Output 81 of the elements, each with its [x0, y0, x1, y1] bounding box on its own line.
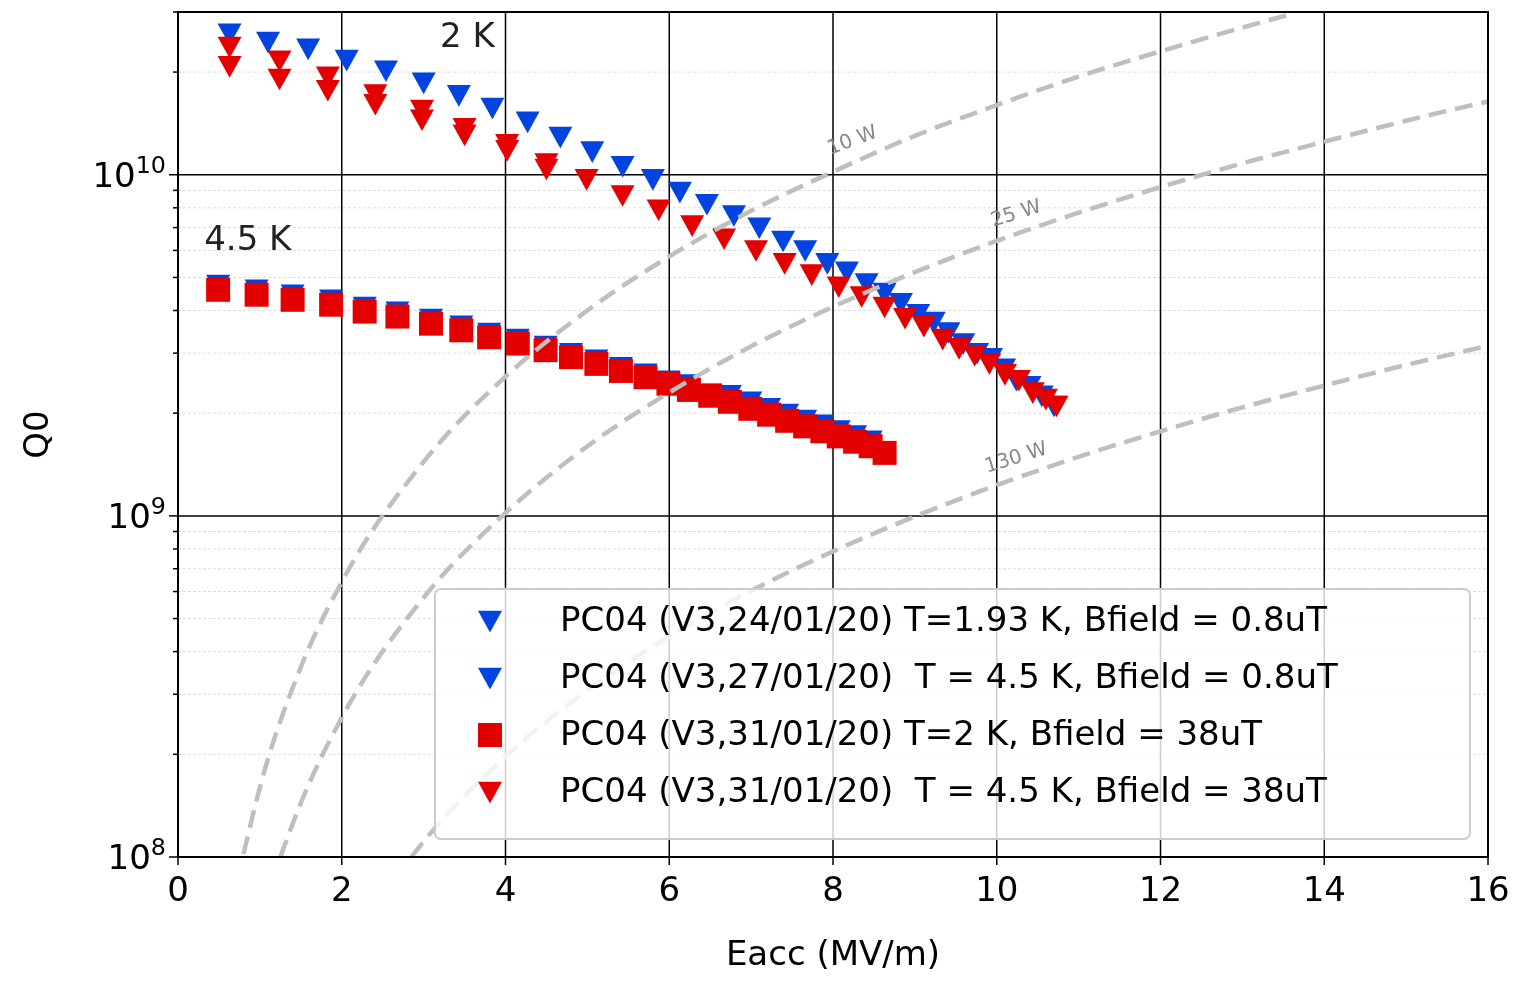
point	[418, 311, 443, 336]
point	[548, 126, 573, 149]
point	[217, 36, 242, 59]
point	[667, 181, 692, 204]
point	[385, 304, 410, 329]
x-tick-label: 16	[1466, 869, 1510, 909]
point	[217, 56, 242, 78]
point	[815, 253, 840, 275]
point	[799, 264, 824, 286]
point	[826, 276, 851, 299]
point	[772, 253, 797, 275]
point	[373, 60, 398, 82]
point	[315, 79, 340, 102]
point	[872, 440, 897, 465]
point	[771, 230, 796, 253]
x-axis-title: Eacc (MV/m)	[725, 933, 941, 973]
point	[267, 68, 292, 91]
point	[319, 292, 344, 317]
point	[505, 331, 530, 356]
point	[992, 364, 1017, 386]
legend-label: PC04 (V3,27/01/20) T = 4.5 K, Bfield = 0.8uT	[560, 655, 1338, 696]
point	[977, 353, 1002, 375]
annotation: 4.5 K	[204, 217, 294, 258]
point	[296, 38, 321, 61]
y-axis-title: Q0	[16, 410, 56, 459]
x-tick-label: 14	[1302, 869, 1346, 909]
point	[480, 97, 505, 120]
point	[449, 318, 474, 343]
text: 25 W	[987, 193, 1045, 232]
x-tick-label: 0	[167, 869, 189, 909]
y-tick-label: 10$^{9}$	[107, 491, 166, 536]
point	[352, 299, 377, 324]
point	[747, 217, 772, 239]
point	[495, 140, 520, 162]
legend-label: PC04 (V3,24/01/20) T=1.93 K, Bfield = 0.8uT	[560, 598, 1328, 639]
point	[930, 328, 955, 351]
point	[534, 158, 559, 181]
point	[712, 228, 737, 250]
point	[793, 240, 818, 262]
point	[446, 85, 471, 107]
legend-label: PC04 (V3,31/01/20) T=2 K, Bfield = 38uT	[560, 712, 1263, 753]
text: 130 W	[981, 435, 1051, 478]
point	[244, 282, 269, 307]
legend-label: PC04 (V3,31/01/20) T = 4.5 K, Bfield = 38uT	[560, 769, 1328, 810]
x-tick-label: 6	[658, 869, 681, 909]
point	[411, 72, 436, 95]
point	[206, 277, 231, 302]
point	[694, 193, 719, 216]
point	[640, 169, 665, 191]
point	[559, 345, 583, 370]
point	[452, 124, 477, 147]
point	[363, 94, 388, 116]
point	[574, 169, 599, 191]
point	[334, 49, 359, 72]
point	[409, 109, 434, 132]
point	[610, 185, 635, 207]
x-tick-label: 4	[494, 869, 517, 909]
point	[893, 307, 918, 330]
point	[580, 141, 605, 163]
point	[947, 338, 972, 360]
x-tick-label: 10	[975, 869, 1019, 909]
point	[721, 205, 746, 227]
x-tick-label: 12	[1138, 869, 1183, 909]
point	[872, 296, 897, 319]
point	[911, 315, 936, 338]
point	[646, 199, 671, 222]
x-tick-label: 2	[330, 869, 353, 909]
point	[256, 31, 281, 54]
point	[515, 111, 540, 134]
annotation: 2 K	[440, 14, 497, 55]
point	[633, 365, 658, 390]
point	[1020, 382, 1045, 404]
point	[280, 287, 305, 312]
y-tick-label: 10$^{10}$	[92, 150, 166, 195]
point	[477, 325, 502, 350]
text: 10 W	[823, 118, 881, 160]
point	[680, 215, 705, 237]
x-tick-label: 8	[822, 869, 844, 909]
y-tick-label: 10$^{8}$	[107, 833, 166, 877]
point	[744, 240, 769, 262]
point	[610, 155, 635, 178]
